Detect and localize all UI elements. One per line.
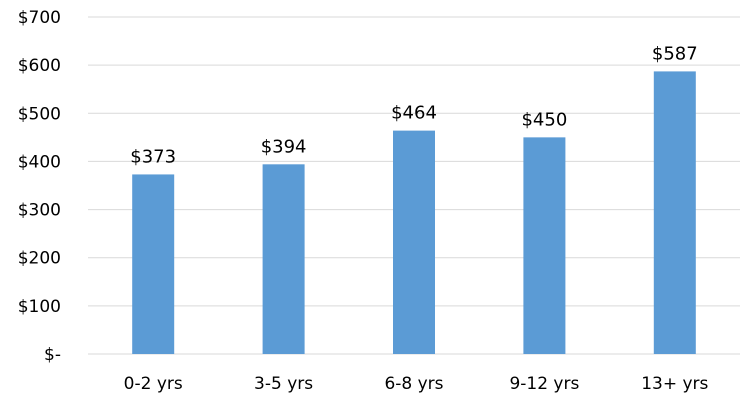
bar (132, 174, 175, 354)
y-tick-label: $300 (18, 201, 61, 221)
y-tick-label: $700 (18, 8, 61, 28)
bar-data-label: $587 (652, 43, 698, 64)
bar-data-label: $464 (391, 103, 437, 124)
bar (393, 130, 435, 354)
x-tick-label: 9-12 yrs (509, 374, 579, 394)
x-tick-label: 13+ yrs (641, 374, 708, 394)
x-tick-label: 3-5 yrs (254, 374, 313, 394)
bar (523, 137, 566, 354)
x-axis-tick-labels: 0-2 yrs 3-5 yrs 6-8 yrs 9-12 yrs 13+ yrs (124, 374, 709, 394)
bar-data-label: $373 (130, 146, 176, 167)
y-tick-label: $400 (18, 152, 61, 172)
x-tick-label: 0-2 yrs (124, 374, 183, 394)
bar (262, 164, 305, 354)
y-tick-label: $500 (18, 104, 61, 124)
y-tick-label: $100 (18, 297, 61, 317)
data-labels: $373 $394 $464 $450 $587 (130, 43, 697, 167)
y-tick-label: $200 (18, 249, 61, 269)
bar-data-label: $450 (521, 109, 567, 130)
bar-data-label: $394 (261, 136, 307, 157)
x-tick-label: 6-8 yrs (384, 374, 443, 394)
y-tick-label: $- (44, 345, 61, 365)
bar (653, 71, 696, 354)
y-axis-tick-labels: $- $100 $200 $300 $400 $500 $600 $700 (18, 8, 61, 365)
y-tick-label: $600 (18, 56, 61, 76)
bars (132, 71, 696, 354)
